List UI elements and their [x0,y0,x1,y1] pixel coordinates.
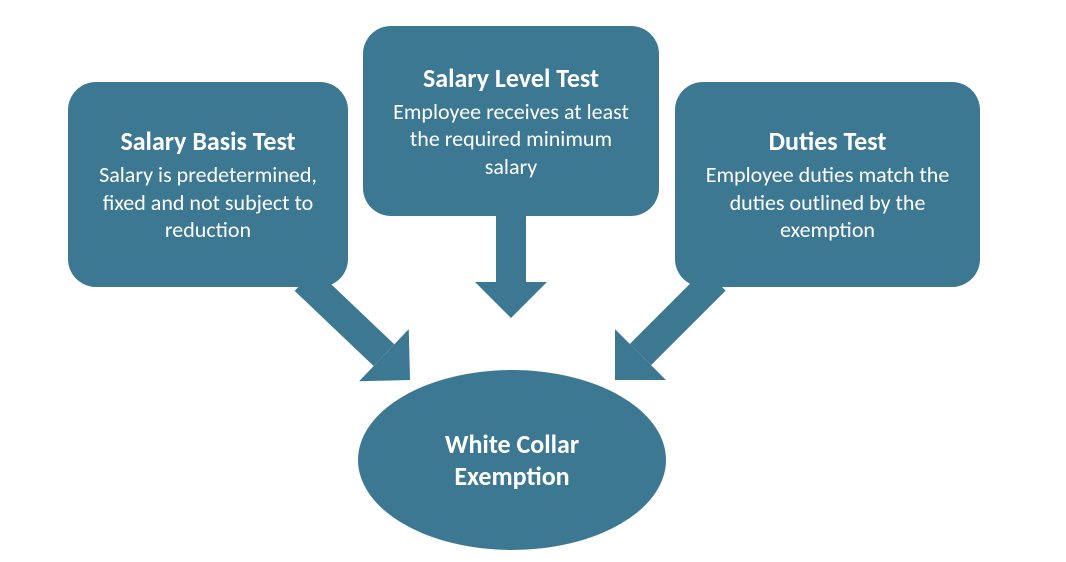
ellipse-line2: Exemption [454,460,569,492]
box-salary-basis: Salary Basis Test Salary is predetermine… [68,82,348,287]
box-duties: Duties Test Employee duties match the du… [675,82,980,287]
ellipse-line1: White Collar [445,428,579,460]
box-salary-basis-title: Salary Basis Test [120,125,295,157]
box-salary-level-desc: Employee receives at least the required … [385,98,637,181]
box-salary-level: Salary Level Test Employee receives at l… [363,26,659,216]
box-duties-desc: Employee duties match the duties outline… [697,161,958,244]
ellipse-text: White Collar Exemption [445,428,579,492]
ellipse-white-collar: White Collar Exemption [358,370,666,550]
box-salary-level-title: Salary Level Test [423,62,599,94]
box-salary-basis-desc: Salary is predetermined, fixed and not s… [90,161,326,244]
box-duties-title: Duties Test [769,125,887,157]
